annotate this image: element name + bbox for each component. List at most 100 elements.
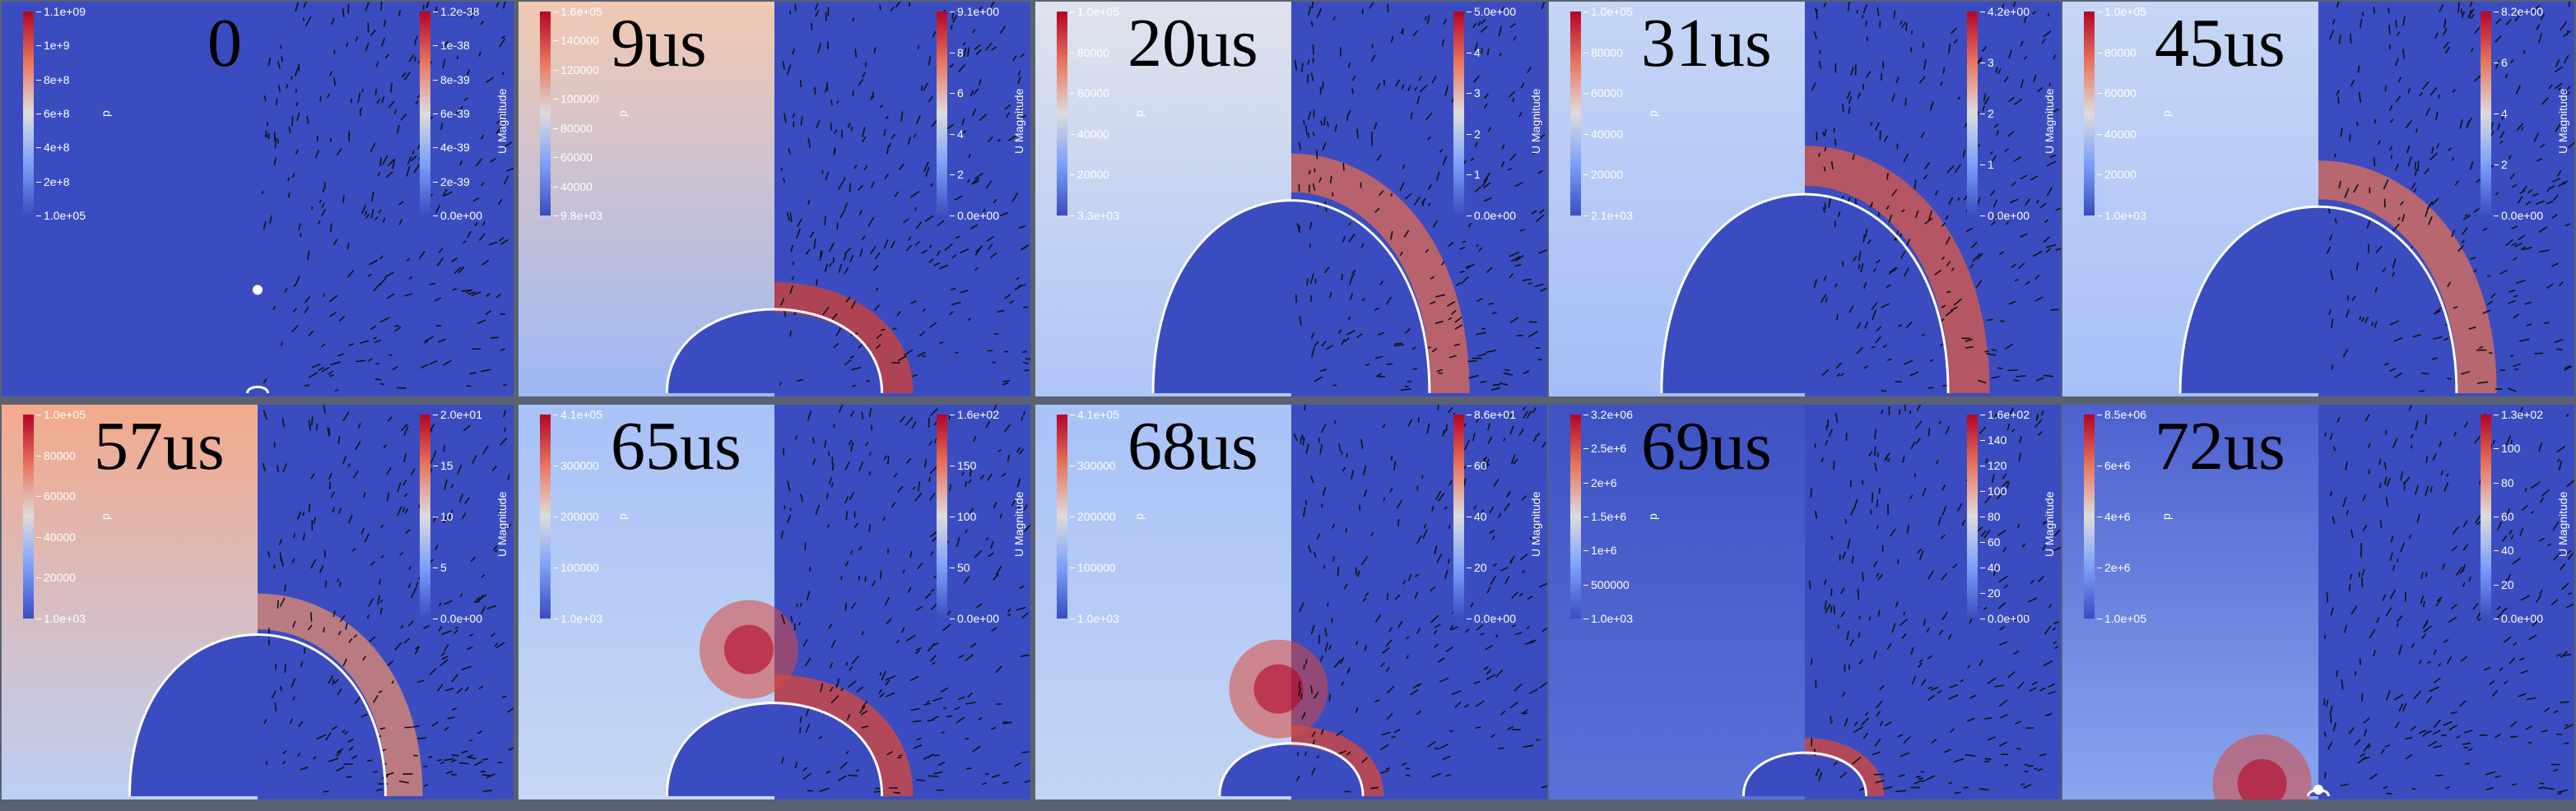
field-plot xyxy=(2062,405,2574,799)
field-plot xyxy=(1549,2,2061,396)
velocity-tick-label: 60 xyxy=(1467,459,1487,472)
pressure-tick-label: 60000 xyxy=(1583,86,1623,100)
velocity-vectors xyxy=(2323,405,2574,795)
velocity-tick-label: 2 xyxy=(1467,127,1481,141)
pressure-colorbar-title: p xyxy=(99,110,112,117)
pressure-tick-label: 1.0e+03 xyxy=(553,612,602,625)
pressure-tick-label: 1.0e+05 xyxy=(1070,5,1119,18)
velocity-tick-label: 0.0e+00 xyxy=(433,612,482,625)
velocity-colorbar xyxy=(420,12,430,215)
velocity-front xyxy=(258,593,423,797)
simulation-panel: 69us 3.2e+06 2.5e+6 2e+6 1.5e+6 1e+6 500000 1.0… xyxy=(1549,405,2061,799)
pressure-tick-label: 4.1e+05 xyxy=(1070,408,1119,421)
simulation-panel: 65us 4.1e+05 300000 200000 100000 1.0e+03 p 1.6… xyxy=(518,405,1030,799)
velocity-tick-label: 100 xyxy=(1979,484,2007,498)
velocity-tick-label: 4 xyxy=(1467,45,1481,59)
bubble-seed xyxy=(253,285,263,295)
velocity-tick-label: 40 xyxy=(1467,510,1487,523)
field-plot xyxy=(2,405,514,799)
pressure-tick-label: 3.2e+06 xyxy=(1583,408,1633,421)
velocity-tick-label: 40 xyxy=(1980,561,2001,574)
pressure-tick-label: 100000 xyxy=(1070,561,1116,574)
velocity-field xyxy=(258,2,514,396)
velocity-tick-label: 150 xyxy=(949,459,977,472)
pressure-colorbar xyxy=(540,415,551,619)
bubble-interior xyxy=(1219,743,1364,796)
pressure-colorbar xyxy=(540,12,551,215)
velocity-tick-label: 4.2e+00 xyxy=(1980,5,2030,18)
pressure-colorbar xyxy=(2084,12,2095,215)
pressure-colorbar-title: p xyxy=(1132,110,1146,117)
simulation-panel: 9us 1.6e+05 140000 120000 100000 80000 60000 40… xyxy=(518,2,1030,396)
pressure-tick-label: 1.1e+09 xyxy=(36,5,86,18)
pressure-tick-label: 60000 xyxy=(553,151,593,165)
velocity-tick-label: 4e-39 xyxy=(433,141,470,155)
pressure-tick-label: 200000 xyxy=(553,510,599,523)
velocity-tick-label: 80 xyxy=(1980,510,2001,523)
pressure-tick-label: 80000 xyxy=(2097,45,2137,59)
velocity-tick-label: 4 xyxy=(2494,107,2508,120)
velocity-front xyxy=(1805,738,1885,797)
pressure-colorbar xyxy=(1570,12,1581,215)
velocity-tick-label: 80 xyxy=(2494,475,2514,489)
pressure-colorbar xyxy=(23,12,34,215)
pressure-tick-label: 100000 xyxy=(553,561,599,574)
field-plot xyxy=(518,2,1030,396)
velocity-tick-label: 2 xyxy=(2494,158,2508,171)
bubble-seed xyxy=(2313,785,2323,795)
pressure-tick-label: 20000 xyxy=(36,571,76,585)
velocity-vectors xyxy=(780,405,1030,795)
pressure-colorbar-title: p xyxy=(2160,513,2173,520)
field-plot xyxy=(2,2,514,396)
velocity-colorbar xyxy=(1967,415,1978,619)
velocity-tick-label: 8 xyxy=(950,45,964,59)
velocity-tick-label: 60 xyxy=(2494,510,2514,523)
pressure-tick-label: 4.1e+05 xyxy=(553,408,602,421)
velocity-tick-label: 0.0e+00 xyxy=(1467,209,1516,222)
pressure-colorbar-title: p xyxy=(1646,513,1659,520)
velocity-tick-label: 8.6e+01 xyxy=(1467,408,1516,421)
pressure-tick-label: 80000 xyxy=(1070,45,1109,59)
velocity-tick-label: 1e-38 xyxy=(433,39,470,53)
pressure-colorbar xyxy=(2084,415,2095,619)
velocity-tick-label: 6e-39 xyxy=(433,107,470,120)
pressure-colorbar-title: p xyxy=(99,513,112,520)
velocity-front xyxy=(1291,153,1470,394)
velocity-tick-label: 2 xyxy=(950,168,964,182)
velocity-field xyxy=(1805,405,2061,799)
velocity-tick-label: 60 xyxy=(1980,535,2001,549)
velocity-tick-label: 8.2e+00 xyxy=(2494,5,2543,18)
pressure-tick-label: 60000 xyxy=(1070,86,1109,100)
velocity-colorbar-title: U Magnitude xyxy=(2043,88,2056,154)
velocity-colorbar xyxy=(1967,12,1978,215)
pressure-tick-label: 40000 xyxy=(2097,127,2137,141)
pressure-tick-label: 1.0e+03 xyxy=(1583,612,1633,625)
bubble-contour xyxy=(246,385,269,394)
velocity-colorbar-title: U Magnitude xyxy=(495,88,509,154)
pressure-tick-label: 60000 xyxy=(36,489,76,503)
pressure-tick-label: 4e+8 xyxy=(36,141,70,155)
velocity-tick-label: 3 xyxy=(1980,56,1994,69)
velocity-vectors xyxy=(1808,405,2061,795)
velocity-colorbar xyxy=(2481,12,2491,215)
pressure-colorbar-title: p xyxy=(616,513,629,520)
simulation-panel: 20us 1.0e+05 80000 60000 40000 20000 3.3e+03 p 5… xyxy=(1035,2,1547,396)
pressure-tick-label: 8e+8 xyxy=(36,72,70,86)
velocity-front xyxy=(1805,146,1990,394)
velocity-tick-label: 2.0e+01 xyxy=(433,408,482,421)
bubble-interior xyxy=(1153,200,1430,393)
velocity-colorbar-title: U Magnitude xyxy=(2043,491,2056,557)
pressure-tick-label: 300000 xyxy=(1070,459,1116,472)
velocity-tick-label: 1.2e-38 xyxy=(432,5,480,18)
simulation-panel: 45us 1.0e+05 80000 60000 40000 20000 1.0e+03 p 8… xyxy=(2062,2,2574,396)
velocity-tick-label: 0.0e+00 xyxy=(1980,209,2030,222)
pressure-colorbar-title: p xyxy=(1646,110,1659,117)
velocity-tick-label: 4 xyxy=(950,127,964,141)
simulation-panel: 57us 1.0e+05 80000 60000 40000 20000 1.0e+03 p 2… xyxy=(2,405,514,799)
velocity-tick-label: 0.0e+00 xyxy=(433,209,482,222)
pressure-colorbar xyxy=(1057,12,1067,215)
pressure-tick-label: 500000 xyxy=(1583,577,1630,591)
velocity-tick-label: 20 xyxy=(1467,561,1487,574)
velocity-tick-label: 0.0e+00 xyxy=(1467,612,1516,625)
pressure-colorbar-title: p xyxy=(1132,513,1146,520)
